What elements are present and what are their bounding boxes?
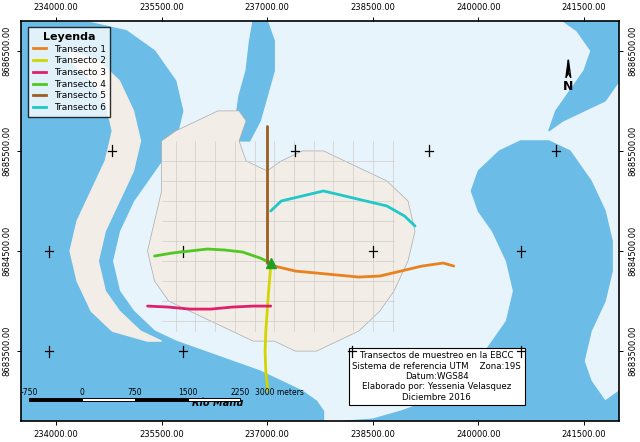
Polygon shape <box>566 60 568 78</box>
Polygon shape <box>548 21 619 131</box>
Text: 0: 0 <box>79 388 84 397</box>
Bar <box>188 398 241 401</box>
Polygon shape <box>148 111 415 351</box>
Legend: Transecto 1, Transecto 2, Transecto 3, Transecto 4, Transecto 5, Transecto 6: Transecto 1, Transecto 2, Transecto 3, T… <box>28 27 110 117</box>
Text: 2250: 2250 <box>231 388 250 397</box>
Polygon shape <box>70 51 162 341</box>
Polygon shape <box>584 391 619 421</box>
Polygon shape <box>344 141 619 421</box>
Polygon shape <box>568 60 571 78</box>
Text: 3000 meters: 3000 meters <box>255 388 303 397</box>
Polygon shape <box>21 21 323 421</box>
Polygon shape <box>236 21 275 141</box>
Bar <box>82 398 135 401</box>
Text: 1500: 1500 <box>178 388 197 397</box>
Text: 750: 750 <box>127 388 142 397</box>
Text: N: N <box>563 80 573 93</box>
Text: Transectos de muestreo en la EBCC
Sistema de referencia UTM    Zona:19S
Datum:WG: Transectos de muestreo en la EBCC Sistem… <box>352 351 521 402</box>
Text: -750: -750 <box>20 388 38 397</box>
Text: Río Manu: Río Manu <box>192 398 244 408</box>
Bar <box>29 398 82 401</box>
Bar <box>135 398 188 401</box>
